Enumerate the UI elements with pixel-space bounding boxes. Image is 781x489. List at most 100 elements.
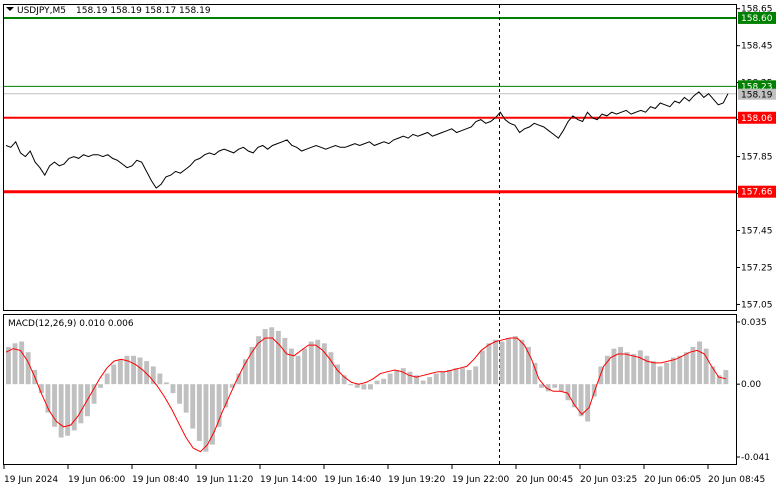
macd-bar (38, 384, 44, 394)
macd-bar (460, 368, 465, 385)
price-line (5, 91, 729, 189)
macd-bar (637, 350, 643, 385)
macd-bar (394, 370, 400, 385)
macd-bar (479, 350, 485, 385)
macd-bar (585, 384, 591, 422)
macd-bar (526, 346, 531, 385)
macd-bar (545, 384, 551, 392)
macd-bar (6, 346, 11, 385)
support-low-line-tag (738, 185, 776, 198)
macd-bar (190, 384, 196, 429)
macd-bar (19, 341, 25, 385)
macd-bar (565, 384, 571, 401)
current-price-tag-label: 158.19 (741, 91, 773, 101)
macd-bar (420, 380, 426, 385)
price-levels: 158.60 158.23 158.06 157.66 158.19 (4, 11, 776, 198)
macd-bar (137, 357, 143, 385)
price-tick-label: 157.45 (741, 227, 773, 237)
macd-bar (308, 341, 314, 385)
macd-bar (539, 384, 544, 388)
macd-bar (361, 384, 367, 390)
macd-name: MACD(12,26,9) (8, 319, 76, 329)
macd-bar (150, 366, 156, 385)
macd-bar (558, 384, 564, 392)
macd-bar (210, 384, 215, 445)
macd-bar (183, 384, 189, 413)
macd-bar (644, 355, 650, 385)
macd-bar (624, 352, 630, 385)
macd-bar (572, 384, 577, 408)
macd-bar (552, 384, 558, 388)
ohlc-label: 158.19 158.19 158.17 158.19 (76, 6, 211, 16)
macd-bar (697, 341, 702, 385)
macd-bar (493, 339, 498, 385)
macd-bar (170, 384, 176, 394)
macd-bar (315, 339, 321, 385)
macd-bar (78, 384, 84, 424)
price-tick-label: 158.45 (741, 42, 773, 52)
macd-bar (289, 348, 294, 385)
macd-bar (58, 384, 64, 438)
time-axis: 19 Jun 2024 19 Jun 06:00 19 Jun 08:40 19 Ju… (3, 464, 765, 485)
macd-bar (354, 384, 360, 388)
macd-bar (295, 355, 301, 385)
macd-signal-line (5, 337, 727, 453)
time-tick-label: 20 Jun 00:45 (516, 475, 573, 485)
support-low-line-tag-label: 157.66 (741, 188, 773, 198)
macd-bar (144, 361, 150, 385)
macd-bar (657, 366, 663, 385)
macd-signal (5, 337, 727, 453)
macd-bar (604, 355, 610, 385)
macd-bar (466, 370, 472, 385)
macd-bar (12, 343, 18, 385)
resistance-high-line-tag-label: 158.60 (741, 14, 773, 24)
macd-bar (98, 384, 103, 388)
macd-bar (611, 348, 617, 385)
macd-bar (164, 382, 169, 385)
macd-bar (91, 384, 97, 404)
time-tick-label: 19 Jun 19:20 (388, 475, 445, 485)
macd-bar (131, 355, 136, 385)
price-pane (3, 4, 737, 311)
chevron-down-icon[interactable] (6, 7, 14, 11)
macd-bar (341, 375, 347, 385)
macd-histogram (6, 327, 729, 452)
macd-bar (486, 343, 492, 385)
macd-bar (427, 377, 433, 385)
macd-bar (302, 348, 308, 385)
macd-bar (670, 357, 676, 385)
macd-bar (52, 384, 57, 427)
macd-bar (348, 384, 354, 386)
resistance-low-line-tag-label: 158.23 (741, 82, 773, 92)
macd-bar (104, 373, 110, 385)
time-tick-label: 19 Jun 14:00 (260, 475, 317, 485)
time-tick-label: 19 Jun 11:20 (196, 475, 253, 485)
macd-tick-label: 0.035 (741, 318, 767, 328)
time-tick-label: 19 Jun 08:40 (132, 475, 189, 485)
macd-bar (433, 373, 439, 385)
price-tick-label: 157.05 (741, 300, 773, 310)
macd-bar (506, 338, 512, 385)
macd-bar (216, 384, 222, 427)
macd-bar (710, 366, 716, 385)
macd-bar (703, 348, 709, 385)
price-axis: 158.65158.45158.25158.05157.85157.65157.… (736, 5, 773, 310)
macd-bar (111, 364, 117, 385)
time-tick-label: 19 Jun 06:00 (68, 475, 125, 485)
macd-bar (368, 384, 373, 390)
macd-bar (328, 352, 334, 385)
macd-bar (473, 366, 479, 385)
macd-bar (196, 384, 202, 441)
price-tick-label: 158.65 (741, 5, 773, 15)
macd-parameters: 0.010 0.006 (79, 319, 134, 329)
macd-bar (223, 384, 229, 408)
macd-bar (683, 352, 689, 385)
macd-label: MACD(12,26,9) 0.010 0.006 (8, 319, 134, 329)
macd-bar (177, 384, 182, 404)
macd-bar (387, 373, 393, 385)
macd-bar (499, 341, 505, 385)
macd-bar (321, 343, 327, 385)
macd-bar (578, 384, 584, 417)
price-tick-label: 157.25 (741, 263, 773, 273)
